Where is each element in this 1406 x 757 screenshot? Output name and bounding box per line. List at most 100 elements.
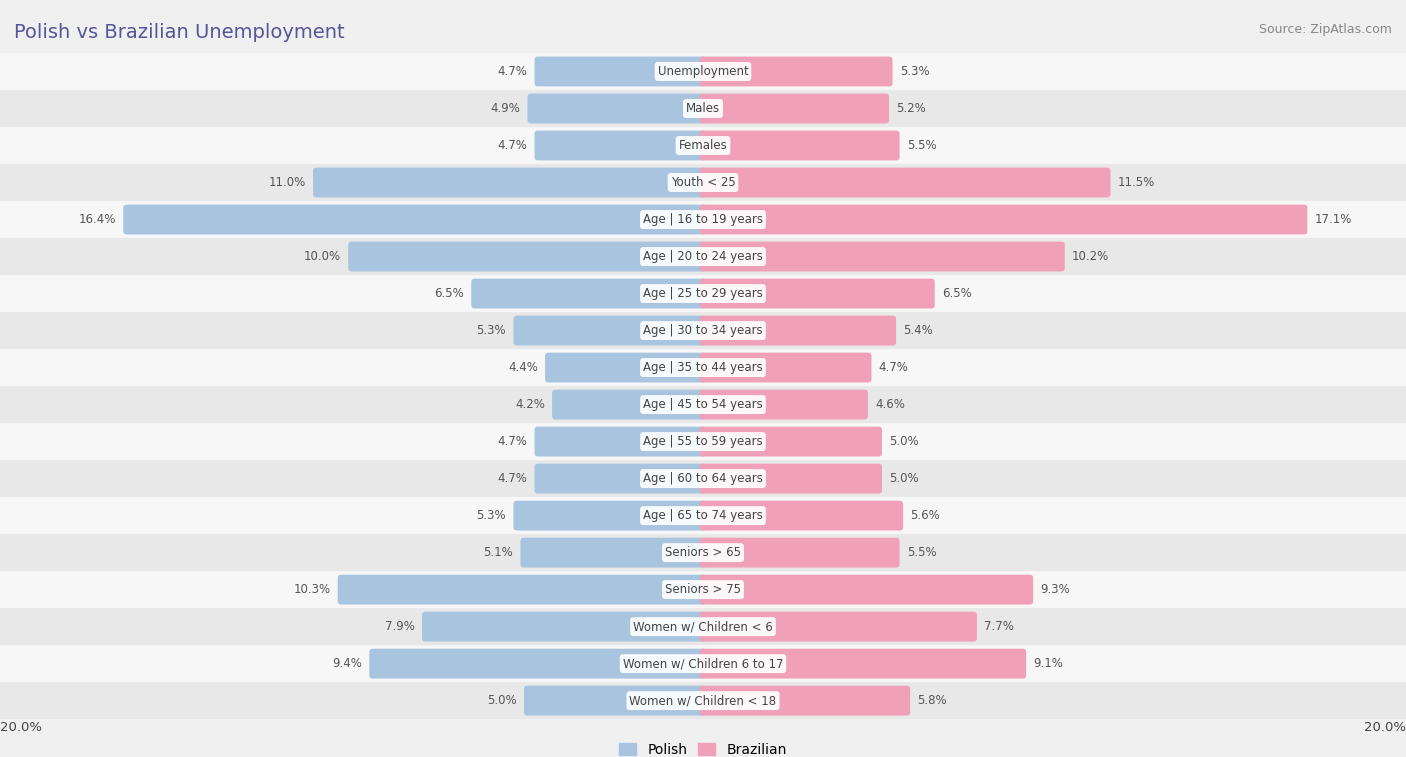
FancyBboxPatch shape — [534, 464, 706, 494]
Text: 5.0%: 5.0% — [486, 694, 517, 707]
FancyBboxPatch shape — [524, 686, 706, 715]
FancyBboxPatch shape — [0, 238, 1406, 275]
Text: 5.3%: 5.3% — [477, 324, 506, 337]
FancyBboxPatch shape — [0, 534, 1406, 571]
Text: 4.7%: 4.7% — [498, 139, 527, 152]
FancyBboxPatch shape — [0, 386, 1406, 423]
Text: Age | 45 to 54 years: Age | 45 to 54 years — [643, 398, 763, 411]
Text: 4.2%: 4.2% — [515, 398, 546, 411]
Text: 20.0%: 20.0% — [0, 721, 42, 734]
Text: 7.9%: 7.9% — [385, 620, 415, 633]
FancyBboxPatch shape — [0, 609, 1406, 645]
FancyBboxPatch shape — [0, 276, 1406, 312]
FancyBboxPatch shape — [314, 167, 706, 198]
FancyBboxPatch shape — [534, 427, 706, 456]
Text: Women w/ Children 6 to 17: Women w/ Children 6 to 17 — [623, 657, 783, 670]
FancyBboxPatch shape — [0, 460, 1406, 497]
FancyBboxPatch shape — [0, 423, 1406, 460]
Text: 5.4%: 5.4% — [904, 324, 934, 337]
FancyBboxPatch shape — [513, 316, 706, 345]
Text: 10.0%: 10.0% — [304, 250, 340, 263]
FancyBboxPatch shape — [700, 427, 882, 456]
FancyBboxPatch shape — [0, 164, 1406, 201]
Text: Seniors > 65: Seniors > 65 — [665, 546, 741, 559]
FancyBboxPatch shape — [700, 204, 1308, 235]
Text: 4.7%: 4.7% — [879, 361, 908, 374]
FancyBboxPatch shape — [0, 53, 1406, 90]
FancyBboxPatch shape — [513, 500, 706, 531]
Text: 9.1%: 9.1% — [1033, 657, 1063, 670]
Text: Age | 25 to 29 years: Age | 25 to 29 years — [643, 287, 763, 300]
Text: 4.6%: 4.6% — [875, 398, 905, 411]
Text: Age | 60 to 64 years: Age | 60 to 64 years — [643, 472, 763, 485]
FancyBboxPatch shape — [700, 390, 868, 419]
FancyBboxPatch shape — [700, 500, 903, 531]
Text: Women w/ Children < 18: Women w/ Children < 18 — [630, 694, 776, 707]
Text: Youth < 25: Youth < 25 — [671, 176, 735, 189]
FancyBboxPatch shape — [700, 575, 1033, 605]
Text: 5.5%: 5.5% — [907, 546, 936, 559]
FancyBboxPatch shape — [471, 279, 706, 308]
Text: 5.1%: 5.1% — [484, 546, 513, 559]
FancyBboxPatch shape — [337, 575, 706, 605]
Text: 6.5%: 6.5% — [434, 287, 464, 300]
FancyBboxPatch shape — [700, 131, 900, 160]
Text: Source: ZipAtlas.com: Source: ZipAtlas.com — [1258, 23, 1392, 36]
Text: 5.8%: 5.8% — [917, 694, 948, 707]
FancyBboxPatch shape — [700, 464, 882, 494]
FancyBboxPatch shape — [422, 612, 706, 641]
FancyBboxPatch shape — [534, 57, 706, 86]
Text: Women w/ Children < 6: Women w/ Children < 6 — [633, 620, 773, 633]
FancyBboxPatch shape — [700, 57, 893, 86]
Text: 10.2%: 10.2% — [1073, 250, 1109, 263]
Text: 5.3%: 5.3% — [900, 65, 929, 78]
FancyBboxPatch shape — [0, 682, 1406, 719]
FancyBboxPatch shape — [700, 649, 1026, 678]
Text: Age | 20 to 24 years: Age | 20 to 24 years — [643, 250, 763, 263]
Text: 16.4%: 16.4% — [79, 213, 115, 226]
Text: 9.3%: 9.3% — [1040, 583, 1070, 596]
FancyBboxPatch shape — [527, 94, 706, 123]
FancyBboxPatch shape — [349, 241, 706, 272]
Text: 17.1%: 17.1% — [1315, 213, 1353, 226]
FancyBboxPatch shape — [700, 353, 872, 382]
FancyBboxPatch shape — [534, 131, 706, 160]
Text: Age | 30 to 34 years: Age | 30 to 34 years — [643, 324, 763, 337]
Text: 10.3%: 10.3% — [294, 583, 330, 596]
FancyBboxPatch shape — [0, 90, 1406, 127]
Text: 4.7%: 4.7% — [498, 435, 527, 448]
Text: Age | 65 to 74 years: Age | 65 to 74 years — [643, 509, 763, 522]
FancyBboxPatch shape — [546, 353, 706, 382]
FancyBboxPatch shape — [700, 94, 889, 123]
FancyBboxPatch shape — [0, 572, 1406, 608]
Text: 5.2%: 5.2% — [897, 102, 927, 115]
FancyBboxPatch shape — [0, 497, 1406, 534]
FancyBboxPatch shape — [700, 279, 935, 308]
FancyBboxPatch shape — [520, 537, 706, 568]
FancyBboxPatch shape — [700, 686, 910, 715]
Legend: Polish, Brazilian: Polish, Brazilian — [614, 737, 792, 757]
Text: 5.6%: 5.6% — [911, 509, 941, 522]
Text: Males: Males — [686, 102, 720, 115]
Text: 11.5%: 11.5% — [1118, 176, 1154, 189]
FancyBboxPatch shape — [0, 201, 1406, 238]
FancyBboxPatch shape — [700, 316, 896, 345]
FancyBboxPatch shape — [124, 204, 706, 235]
Text: 5.5%: 5.5% — [907, 139, 936, 152]
Text: 4.4%: 4.4% — [508, 361, 537, 374]
Text: 4.7%: 4.7% — [498, 65, 527, 78]
FancyBboxPatch shape — [0, 645, 1406, 682]
Text: Females: Females — [679, 139, 727, 152]
Text: 9.4%: 9.4% — [332, 657, 363, 670]
FancyBboxPatch shape — [700, 167, 1111, 198]
Text: 11.0%: 11.0% — [269, 176, 307, 189]
Text: 7.7%: 7.7% — [984, 620, 1014, 633]
FancyBboxPatch shape — [700, 612, 977, 641]
FancyBboxPatch shape — [553, 390, 706, 419]
FancyBboxPatch shape — [0, 127, 1406, 164]
Text: 5.3%: 5.3% — [477, 509, 506, 522]
Text: 5.0%: 5.0% — [889, 435, 920, 448]
Text: 20.0%: 20.0% — [1364, 721, 1406, 734]
Text: Seniors > 75: Seniors > 75 — [665, 583, 741, 596]
FancyBboxPatch shape — [0, 312, 1406, 349]
